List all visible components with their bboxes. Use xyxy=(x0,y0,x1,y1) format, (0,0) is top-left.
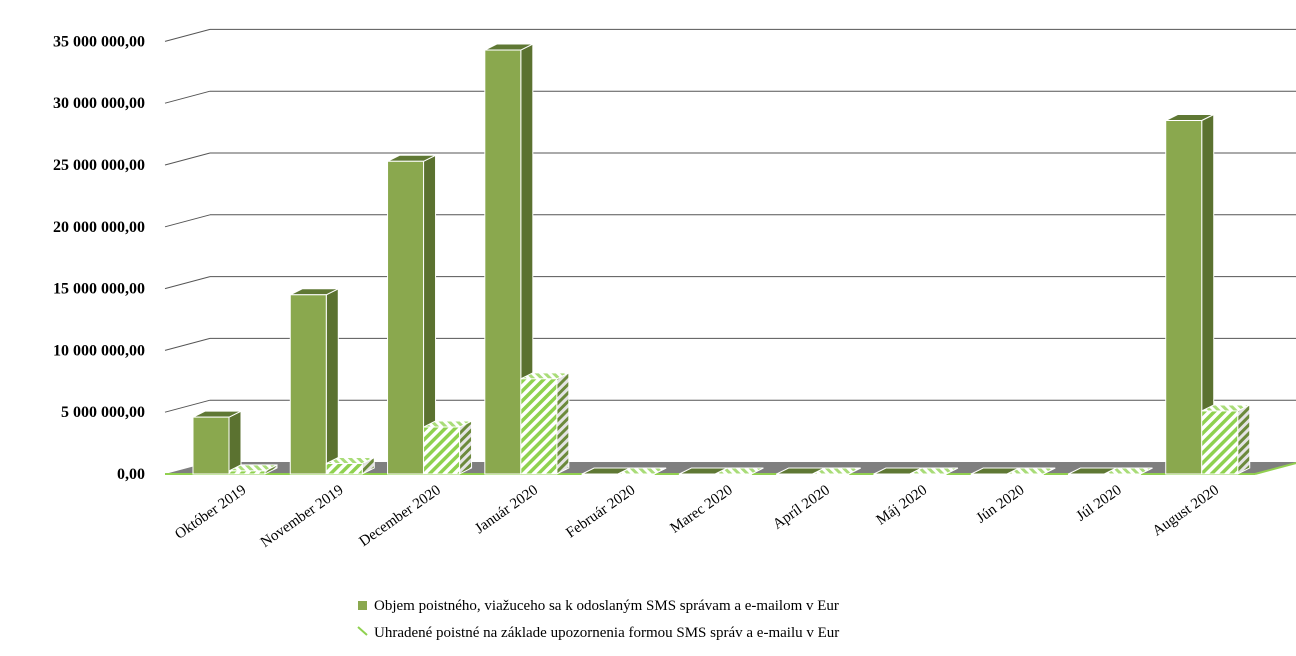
y-tick-label: 15 000 000,00 xyxy=(53,281,145,298)
bar-front xyxy=(812,473,850,476)
gridline-side xyxy=(164,399,211,413)
bar-front xyxy=(678,473,716,476)
bar-series2 xyxy=(909,467,959,476)
bar-side xyxy=(1237,404,1251,475)
bar-front xyxy=(617,473,655,476)
bar-front xyxy=(714,473,752,476)
gridline-side xyxy=(164,90,211,104)
bar-side xyxy=(459,420,473,475)
bar-side xyxy=(325,287,339,475)
y-tick-label: 5 000 000,00 xyxy=(61,404,145,421)
x-tick-label: August 2020 xyxy=(1150,482,1222,539)
gridline-side xyxy=(164,337,211,351)
bar-series1 xyxy=(484,43,534,475)
floor-side-edge xyxy=(1254,462,1296,475)
bar-front xyxy=(581,473,619,476)
x-tick-label: Marec 2020 xyxy=(667,482,735,536)
legend: Objem poistného, viažuceho sa k odoslaný… xyxy=(357,598,839,641)
bar-front xyxy=(423,426,461,475)
bar-series2 xyxy=(423,420,473,475)
bar-series2 xyxy=(1103,467,1153,476)
bar-front xyxy=(1067,473,1105,476)
legend-item-series1: Objem poistného, viažuceho sa k odoslaný… xyxy=(358,598,839,614)
x-tick-label: December 2020 xyxy=(357,482,444,550)
bar-series2 xyxy=(520,372,570,475)
gridline-side xyxy=(164,152,211,166)
y-tick-label: 10 000 000,00 xyxy=(53,342,145,359)
bar-series2 xyxy=(714,467,764,476)
x-tick-label: Január 2020 xyxy=(472,482,541,537)
bar-front xyxy=(192,416,230,475)
bar-front xyxy=(1103,473,1141,476)
gridline-side xyxy=(164,28,211,42)
bar-front xyxy=(484,49,522,475)
bar-front xyxy=(970,473,1008,476)
y-axis: 0,00 5 000 000,00 10 000 000,00 15 000 000,… xyxy=(53,33,145,483)
y-tick-label: 35 000 000,00 xyxy=(53,33,145,50)
bar-series1 xyxy=(289,287,339,475)
bar-series2 xyxy=(325,456,375,475)
gridline-side xyxy=(164,214,211,228)
x-tick-label: Máj 2020 xyxy=(874,482,931,528)
legend-label: Uhradené poistné na základe upozornenia … xyxy=(374,625,839,641)
bar-series2 xyxy=(228,464,278,475)
bar-front xyxy=(1165,120,1203,475)
legend-item-series2: Uhradené poistné na základe upozornenia … xyxy=(357,625,839,641)
bar-front xyxy=(1006,473,1044,476)
legend-label: Objem poistného, viažuceho sa k odoslaný… xyxy=(374,598,839,614)
bar-front xyxy=(289,294,327,475)
x-axis: Október 2019 November 2019 December 2020 Ja… xyxy=(172,482,1222,551)
x-tick-label: Október 2019 xyxy=(172,482,249,543)
bar-front xyxy=(325,462,363,475)
y-tick-label: 20 000 000,00 xyxy=(53,219,145,236)
bars xyxy=(192,43,1251,476)
x-tick-label: Júl 2020 xyxy=(1074,482,1125,525)
bar-front xyxy=(909,473,947,476)
bar-series2 xyxy=(1006,467,1056,476)
x-tick-label: Február 2020 xyxy=(563,482,638,541)
y-tick-label: 25 000 000,00 xyxy=(53,157,145,174)
bar-series1 xyxy=(387,154,437,475)
gridline-side xyxy=(164,276,211,290)
bar-side xyxy=(228,410,242,475)
bar-front xyxy=(228,470,266,475)
legend-swatch-stripe xyxy=(357,626,368,636)
bar-front xyxy=(776,473,814,476)
bar-series2 xyxy=(812,467,861,476)
y-tick-label: 0,00 xyxy=(117,466,145,483)
bar-series2 xyxy=(617,467,667,476)
bar-front xyxy=(387,160,425,475)
y-tick-label: 30 000 000,00 xyxy=(53,95,145,112)
legend-swatch-solid xyxy=(358,601,367,610)
x-tick-label: Apríl 2020 xyxy=(770,482,833,533)
bar-front xyxy=(873,473,911,476)
bar-series2 xyxy=(1201,404,1251,475)
bar-side xyxy=(556,372,570,475)
x-tick-label: November 2019 xyxy=(258,482,347,551)
bar-front xyxy=(1201,410,1239,475)
bar-series1 xyxy=(1165,113,1215,475)
bar-front xyxy=(520,378,558,475)
bar-series1 xyxy=(192,410,242,475)
x-tick-label: Jún 2020 xyxy=(974,482,1028,526)
